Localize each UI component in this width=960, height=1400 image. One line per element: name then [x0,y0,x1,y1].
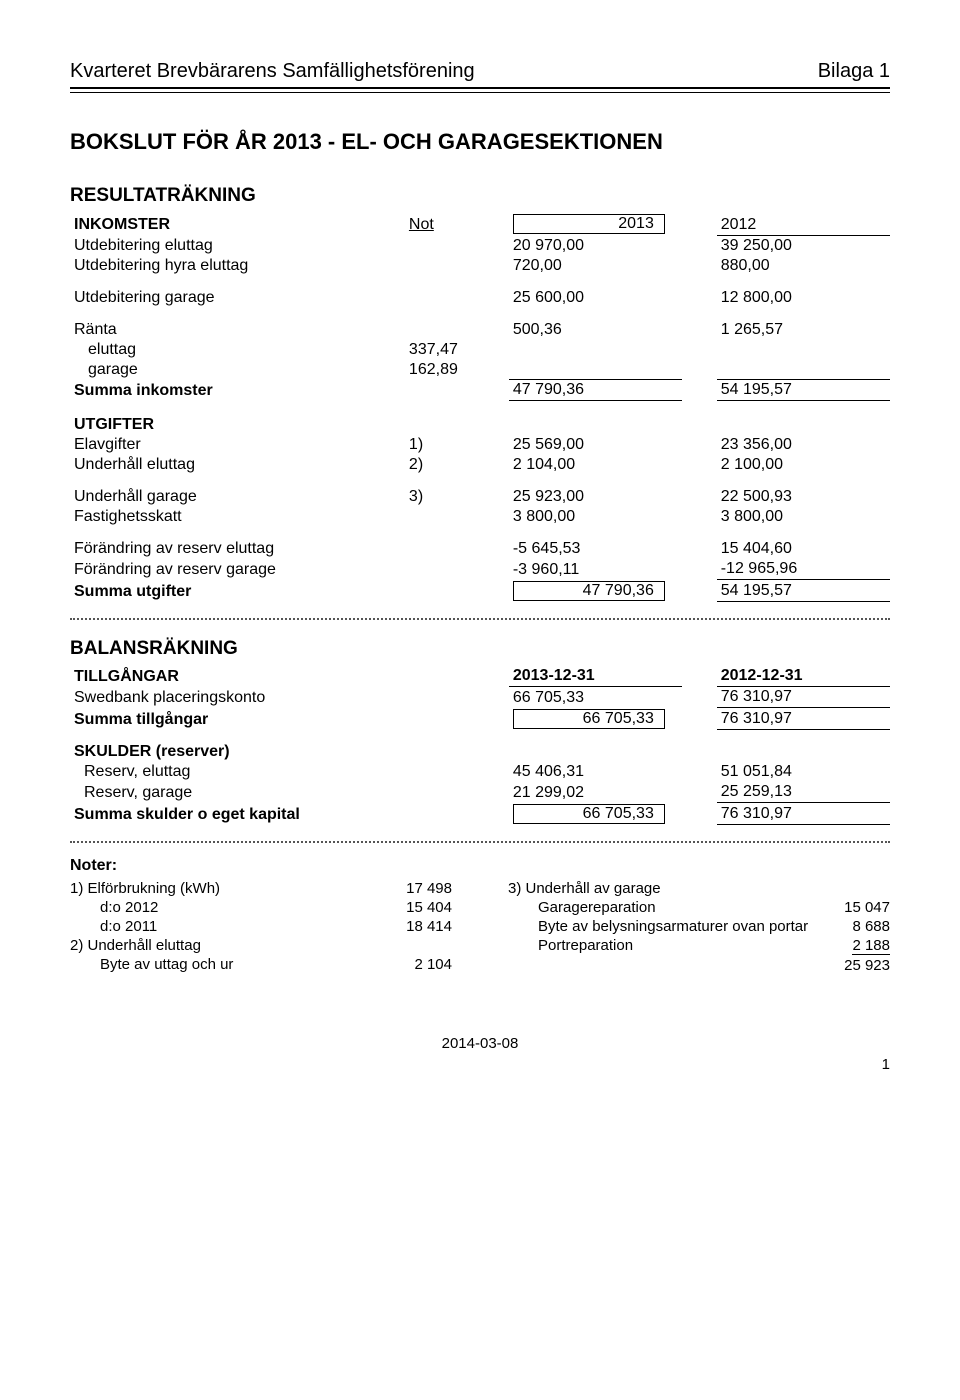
interest-sub-row: garage 162,89 [70,360,890,380]
table-row: Utdebitering garage 25 600,00 12 800,00 [70,288,890,308]
liab-sum-row: Summa skulder o eget kapital 66 705,33 7… [70,803,890,825]
section-divider [70,841,890,843]
annex-label: Bilaga 1 [818,60,890,83]
assets-sum-row: Summa tillgångar 66 705,33 76 310,97 [70,708,890,730]
assets-heading: TILLGÅNGAR [70,666,405,687]
footer-date: 2014-03-08 [70,1035,890,1052]
liabilities-heading: SKULDER (reserver) [70,742,405,762]
table-row: Förändring av reserv garage -3 960,11 -1… [70,559,890,580]
expenses-sum-row: Summa utgifter 47 790,36 54 195,57 [70,580,890,602]
income-table: INKOMSTER Not 2013 2012 Utdebitering elu… [70,213,890,401]
org-name: Kvarteret Brevbärarens Samfällighetsföre… [70,60,475,83]
income-sum-row: Summa inkomster 47 790,36 54 195,57 [70,380,890,401]
page-number: 1 [70,1056,890,1073]
table-row: Utdebitering eluttag 20 970,00 39 250,00 [70,235,890,256]
notes-heading: Noter: [70,857,890,875]
header-rule [70,87,890,93]
interest-sub-row: eluttag 337,47 [70,340,890,360]
col-2012: 2012 [717,213,890,235]
balance-col-row: TILLGÅNGAR 2013-12-31 2012-12-31 [70,666,890,687]
balance-heading: BALANSRÄKNING [70,638,890,660]
table-row: Förändring av reserv eluttag -5 645,53 1… [70,539,890,559]
col-note: Not [405,213,474,235]
expenses-table: UTGIFTER Elavgifter 1) 25 569,00 23 356,… [70,415,890,602]
table-row: Fastighetsskatt 3 800,00 3 800,00 [70,507,890,527]
expenses-subheading: UTGIFTER [70,415,405,435]
column-header-row: INKOMSTER Not 2013 2012 [70,213,890,235]
table-row: Underhåll garage 3) 25 923,00 22 500,93 [70,487,890,507]
notes-section: 1) Elförbrukning (kWh)17 498 d:o 201215 … [70,879,890,975]
notes-left-column: 1) Elförbrukning (kWh)17 498 d:o 201215 … [70,879,452,975]
income-statement-heading: RESULTATRÄKNING [70,185,890,207]
income-subheading: INKOMSTER [70,213,405,235]
table-row: Reserv, garage 21 299,02 25 259,13 [70,782,890,803]
document-title: BOKSLUT FÖR ÅR 2013 - EL- OCH GARAGESEKT… [70,129,890,155]
table-row: Reserv, eluttag 45 406,31 51 051,84 [70,762,890,782]
table-row: Utdebitering hyra eluttag 720,00 880,00 [70,256,890,276]
table-row: Elavgifter 1) 25 569,00 23 356,00 [70,435,890,455]
balance-table: TILLGÅNGAR 2013-12-31 2012-12-31 Swedban… [70,666,890,825]
section-divider [70,618,890,620]
page-header: Kvarteret Brevbärarens Samfällighetsföre… [70,60,890,83]
col-2013: 2013 [509,213,682,235]
notes-right-column: 3) Underhåll av garage Garagereparation1… [508,879,890,975]
table-row: Underhåll eluttag 2) 2 104,00 2 100,00 [70,455,890,475]
table-row: Swedbank placeringskonto 66 705,33 76 31… [70,687,890,708]
interest-row: Ränta 500,36 1 265,57 [70,320,890,340]
